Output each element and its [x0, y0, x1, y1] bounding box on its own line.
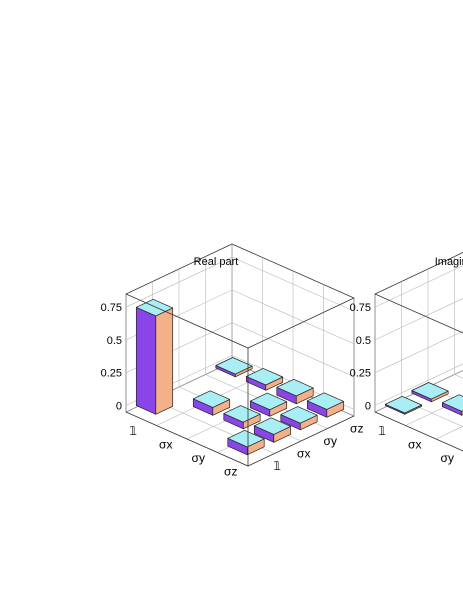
z-gridline — [374, 298, 463, 341]
box-edges — [374, 293, 463, 452]
z-gridline — [125, 256, 355, 312]
chart-title: Imagir — [435, 256, 463, 268]
floor-gridline — [435, 425, 463, 440]
bars — [135, 298, 345, 456]
z-gridline — [374, 330, 463, 373]
bar-0-1 — [411, 382, 449, 403]
bar-top-face — [135, 298, 174, 317]
bar-top-face — [280, 406, 318, 424]
bar-top-face — [215, 357, 253, 375]
front-floor-edge — [374, 411, 463, 452]
bar-3-2 — [280, 406, 318, 431]
floor-gridline — [427, 386, 463, 403]
bar-0-3 — [215, 357, 253, 378]
z-tick-label: 0.5 — [107, 335, 122, 347]
box-edges — [125, 293, 355, 467]
row-tick-label: σx — [159, 437, 172, 451]
row-tick-label: σz — [224, 464, 237, 478]
bar-side-face — [135, 306, 157, 415]
bar-1-1 — [192, 390, 231, 416]
z-tick-label: 0.75 — [350, 302, 371, 314]
bar-top-face — [249, 392, 288, 411]
z-tick-label: 0.5 — [356, 335, 371, 347]
col-tick-label: σz — [350, 421, 363, 435]
bar-top-face — [192, 390, 231, 408]
z-tick-label: 0 — [116, 400, 122, 412]
bar-3-3 — [306, 392, 345, 418]
row-tick-label: 𝟙 — [378, 424, 386, 438]
bar-3-1 — [253, 417, 292, 443]
z-tick-label: 0.75 — [101, 302, 122, 314]
bar-top-face — [223, 405, 261, 423]
bar-top-face — [276, 378, 314, 397]
front-top-edge — [374, 293, 463, 334]
col-tick-label: 𝟙 — [273, 459, 281, 473]
z-tick-label: 0.25 — [350, 368, 371, 380]
col-tick-label: σx — [297, 446, 310, 460]
imaginary-part-chart: 00.250.50.75𝟙σxσyσz𝟙σxσyσzImagir — [350, 252, 463, 465]
bar-0-0 — [135, 298, 174, 415]
row-tick-label: σy — [441, 451, 454, 465]
bar-2-2 — [249, 392, 288, 417]
bar-top-face — [227, 429, 265, 448]
col-tick-label: σy — [324, 434, 337, 448]
row-tick-label: 𝟙 — [129, 424, 137, 438]
z-gridline — [374, 265, 463, 308]
z-gridline — [374, 363, 463, 406]
bar-top-face — [411, 382, 449, 400]
bar-top-face — [441, 394, 463, 412]
z-tick-label: 0 — [365, 400, 371, 412]
z-tick-label: 0.25 — [101, 368, 122, 380]
bar-top-face — [245, 368, 284, 386]
bar-side-face — [155, 307, 174, 415]
bar-1-1 — [441, 394, 463, 416]
bar-2-3 — [276, 378, 314, 405]
row-tick-label: σy — [192, 451, 205, 465]
bar-top-face — [253, 417, 292, 435]
chart-title: Real part — [194, 256, 239, 268]
bar-3-0 — [227, 429, 265, 456]
bar-1-3 — [245, 368, 284, 391]
bar-2-1 — [223, 405, 261, 430]
bar-top-face — [306, 392, 345, 410]
row-tick-label: σx — [408, 437, 421, 451]
bar-0-0 — [384, 395, 423, 415]
bars — [384, 382, 463, 416]
bar-top-face — [384, 395, 423, 414]
